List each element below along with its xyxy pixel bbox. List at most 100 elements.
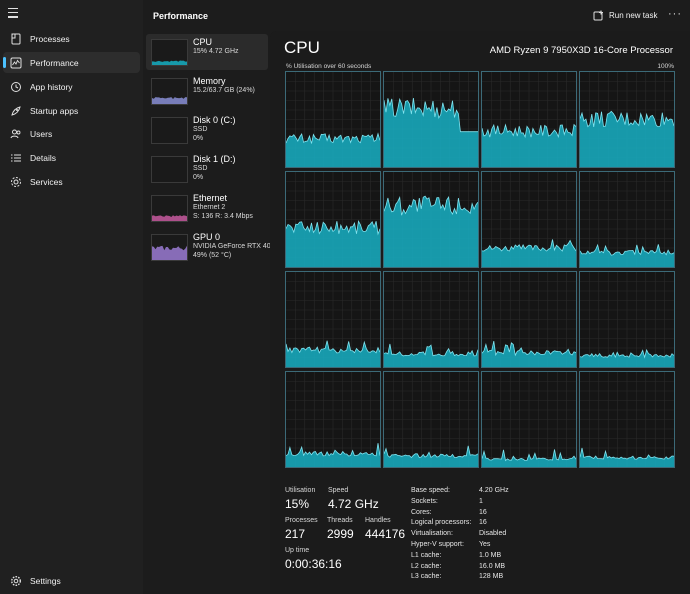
device-list: CPU 15% 4.72 GHz Memory 15.2/63.7 GB (24%)…: [143, 31, 275, 594]
spec-value: 16.0 MB: [479, 562, 506, 570]
device-detail: 15.2/63.7 GB (24%): [193, 87, 255, 94]
core-utilisation-plot: [580, 272, 674, 367]
processes-value: 217: [285, 527, 306, 541]
nav-label-users: Users: [30, 128, 53, 139]
core-graph: [285, 171, 381, 268]
core-graph: [285, 271, 381, 368]
core-graph: [481, 71, 577, 168]
device-thumbnail: [151, 156, 188, 183]
device-detail: SSD: [193, 126, 208, 133]
device-detail-2: 49% (52 °C): [193, 252, 232, 259]
core-utilisation-plot: [482, 72, 576, 167]
core-utilisation-plot: [482, 372, 576, 467]
spec-key: L2 cache:: [411, 562, 442, 570]
utilisation-value: 15%: [285, 497, 310, 511]
device-detail: Ethernet 2: [193, 204, 226, 211]
utilisation-label: Utilisation: [285, 487, 316, 494]
nav-item-users[interactable]: Users: [3, 123, 140, 144]
nav-item-details[interactable]: Details: [3, 147, 140, 168]
nav-item-settings[interactable]: Settings: [3, 570, 140, 591]
device-detail-2: 0%: [193, 174, 204, 181]
spec-value: 4.20 GHz: [479, 487, 509, 494]
page-title: Performance: [153, 11, 209, 21]
settings-icon: [9, 574, 23, 588]
spec-key: Sockets:: [411, 497, 438, 505]
core-graph: [383, 171, 479, 268]
handles-value: 444176: [365, 527, 406, 541]
spec-value: 1: [479, 497, 483, 505]
cpu-model-name: AMD Ryzen 9 7950X3D 16-Core Processor: [489, 45, 673, 56]
core-utilisation-plot: [384, 372, 478, 467]
device-thumbnail: [151, 39, 188, 66]
run-task-icon: [593, 10, 603, 21]
spec-value: Disabled: [479, 530, 507, 538]
core-utilisation-plot: [286, 272, 380, 367]
app-history-icon: [9, 80, 23, 94]
uptime-value: 0:00:36:16: [285, 557, 342, 571]
device-name: Disk 1 (D:): [193, 154, 236, 164]
core-utilisation-plot: [580, 372, 674, 467]
device-ethernet[interactable]: Ethernet Ethernet 2 S: 136 R: 3.4 Mbps: [146, 190, 268, 226]
device-thumbnail: [151, 117, 188, 144]
core-graph: [285, 71, 381, 168]
device-graph: [152, 245, 187, 260]
device-graph: [152, 215, 187, 221]
device-detail: SSD: [193, 165, 208, 172]
core-graph: [579, 271, 675, 368]
device-memory[interactable]: Memory 15.2/63.7 GB (24%): [146, 73, 268, 109]
device-name: GPU 0: [193, 232, 221, 242]
device-cpu[interactable]: CPU 15% 4.72 GHz: [146, 34, 268, 70]
core-graph-grid: [285, 71, 675, 470]
spec-key: Hyper-V support:: [411, 541, 464, 548]
spec-key: L3 cache:: [411, 573, 442, 581]
device-detail: NVIDIA GeForce RTX 408: [193, 243, 275, 250]
nav-label-details: Details: [30, 152, 56, 163]
nav-label-services: Services: [30, 176, 63, 187]
spec-key: Virtualisation:: [411, 530, 453, 538]
nav-label-performance: Performance: [30, 57, 79, 68]
spec-value: 128 MB: [479, 573, 504, 581]
core-utilisation-plot: [286, 172, 380, 267]
device-name: CPU: [193, 37, 213, 47]
services-icon: [9, 175, 23, 189]
device-disk-0[interactable]: Disk 0 (C:) SSD 0%: [146, 112, 268, 148]
run-new-task-button[interactable]: Run new task: [593, 10, 657, 21]
core-utilisation-plot: [286, 72, 380, 167]
startup-apps-icon: [9, 104, 23, 118]
processes-icon: [9, 32, 23, 46]
spec-key: Cores:: [411, 508, 432, 516]
device-gpu-0[interactable]: GPU 0 NVIDIA GeForce RTX 408 49% (52 °C): [146, 229, 275, 265]
more-options-button[interactable]: ···: [668, 8, 682, 20]
core-graph: [481, 171, 577, 268]
uptime-label: Up time: [285, 547, 310, 554]
device-detail: 15% 4.72 GHz: [193, 48, 239, 55]
core-graph: [383, 271, 479, 368]
nav-item-app-history[interactable]: App history: [3, 76, 140, 97]
details-icon: [9, 151, 23, 165]
core-utilisation-plot: [482, 272, 576, 367]
device-disk-1[interactable]: Disk 1 (D:) SSD 0%: [146, 151, 268, 187]
max-percent-label: 100%: [657, 63, 674, 70]
device-graph: [152, 60, 187, 65]
device-thumbnail: [151, 78, 188, 105]
core-utilisation-plot: [384, 272, 478, 367]
nav-item-performance[interactable]: Performance: [3, 52, 140, 73]
hamburger-menu-icon[interactable]: [8, 8, 22, 20]
nav-item-startup-apps[interactable]: Startup apps: [3, 100, 140, 121]
core-graph: [579, 171, 675, 268]
core-utilisation-plot: [286, 372, 380, 467]
core-graph: [383, 71, 479, 168]
device-thumbnail: [151, 195, 188, 222]
spec-key: Base speed:: [411, 487, 450, 494]
core-graph: [285, 371, 381, 468]
cpu-heading: CPU: [284, 38, 320, 57]
nav-item-services[interactable]: Services: [3, 171, 140, 192]
nav-item-processes[interactable]: Processes: [3, 28, 140, 49]
device-name: Ethernet: [193, 193, 228, 203]
device-name: Memory: [193, 76, 226, 86]
device-thumbnail: [151, 234, 188, 261]
core-utilisation-plot: [580, 72, 674, 167]
run-task-label: Run new task: [609, 11, 658, 20]
device-graph: [152, 157, 187, 182]
device-detail-2: S: 136 R: 3.4 Mbps: [193, 213, 253, 220]
